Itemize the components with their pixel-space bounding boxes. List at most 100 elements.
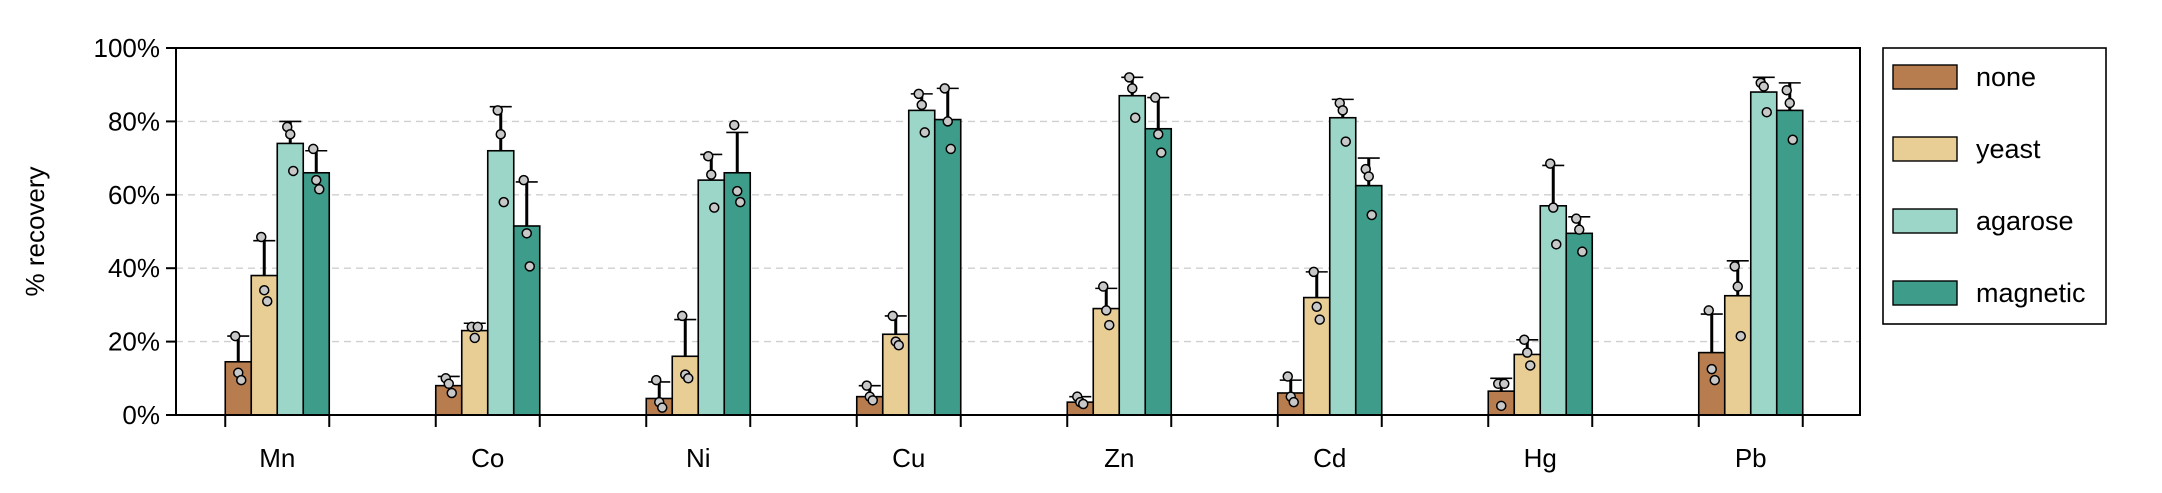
replicate-point: [706, 169, 717, 180]
replicate-point: [1098, 281, 1109, 292]
replicate-point: [1499, 378, 1510, 390]
bar-agarose: [907, 109, 936, 416]
replicate-point: [703, 151, 714, 162]
legend-swatch-yeast: [1892, 136, 1958, 162]
replicate-point: [657, 402, 668, 413]
x-tick-label: Pb: [1735, 443, 1767, 473]
replicate-point: [1153, 128, 1164, 140]
replicate-point: [472, 321, 483, 333]
y-axis: 0% 20% 40% 60% 80% 100%: [94, 33, 176, 430]
replicate-point: [942, 116, 953, 127]
replicate-point: [524, 261, 535, 272]
legend-label-magnetic: magnetic: [1976, 278, 2086, 308]
replicate-point: [1781, 84, 1792, 96]
x-tick-label: Cd: [1313, 443, 1346, 473]
replicate-point: [1571, 213, 1582, 224]
replicate-point: [861, 380, 872, 391]
replicate-point: [1551, 239, 1562, 250]
replicate-point: [1124, 72, 1135, 83]
bar-magnetic: [933, 118, 962, 416]
y-tick-label: 0%: [122, 400, 160, 430]
replicate-point: [1496, 400, 1507, 412]
replicate-point: [1548, 202, 1559, 213]
x-tick-label: Hg: [1524, 443, 1557, 473]
replicate-point: [913, 88, 924, 100]
y-tick-label: 40%: [108, 253, 160, 283]
gridlines: [176, 120, 1860, 343]
bar-agarose: [1539, 205, 1568, 416]
replicate-point: [1574, 224, 1585, 235]
replicate-point: [1706, 363, 1717, 375]
replicate-point: [259, 284, 270, 296]
replicate-point: [1761, 106, 1772, 118]
replicate-point: [311, 174, 322, 186]
replicate-point: [495, 128, 506, 140]
bar-magnetic: [1775, 109, 1804, 416]
replicate-point: [1130, 112, 1141, 123]
bars: [224, 91, 1804, 416]
replicate-point: [1366, 209, 1377, 221]
legend-label-yeast: yeast: [1976, 134, 2041, 164]
bar-magnetic: [1144, 127, 1173, 416]
x-tick-label: Mn: [259, 443, 295, 473]
bar-magnetic: [302, 171, 331, 416]
replicate-point: [729, 119, 740, 131]
replicate-point: [1729, 261, 1740, 272]
replicate-point: [893, 340, 904, 351]
replicate-point: [945, 143, 956, 155]
replicate-point: [1104, 319, 1115, 331]
replicate-point: [916, 99, 927, 111]
replicate-point: [443, 378, 454, 390]
legend-frame: [1882, 47, 2107, 325]
replicate-point: [1787, 134, 1798, 145]
replicate-point: [1127, 83, 1138, 94]
replicate-point: [1545, 158, 1556, 169]
replicate-point: [1525, 360, 1536, 371]
replicate-point: [1703, 305, 1714, 316]
replicate-point: [1709, 374, 1720, 386]
replicate-point: [230, 330, 241, 342]
bar-magnetic: [723, 171, 752, 416]
bar-yeast: [250, 274, 279, 416]
replicate-point: [651, 374, 662, 386]
bar-agarose: [1118, 94, 1147, 416]
replicate-point: [1078, 398, 1089, 410]
replicate-point: [498, 196, 509, 208]
replicate-point: [1308, 266, 1319, 278]
legend-swatch-agarose: [1892, 208, 1958, 234]
replicate-point: [867, 395, 878, 406]
replicate-point: [1314, 314, 1325, 325]
replicate-point: [709, 202, 720, 213]
replicate-point: [735, 196, 746, 208]
replicate-point: [1519, 334, 1530, 346]
replicate-points: [230, 72, 1798, 413]
replicate-point: [939, 83, 950, 94]
replicate-point: [1337, 105, 1348, 116]
bar-agarose: [1749, 91, 1778, 416]
legend-label-none: none: [1976, 62, 2036, 92]
plot-frame: [175, 47, 1861, 416]
replicate-point: [1311, 301, 1322, 312]
y-tick-label: 20%: [108, 327, 160, 357]
x-tick-label: Cu: [892, 443, 925, 473]
legend: none yeast agarose magnetic: [1882, 47, 2107, 325]
bar-agarose: [697, 179, 726, 416]
bar-yeast: [460, 329, 489, 416]
replicate-point: [677, 310, 688, 322]
y-axis-label: % recovery: [20, 166, 50, 296]
bar-magnetic: [512, 225, 541, 416]
bar-magnetic: [1565, 232, 1594, 416]
bar-yeast: [1302, 296, 1331, 416]
replicate-point: [1156, 147, 1167, 158]
replicate-point: [285, 128, 296, 140]
replicate-point: [1282, 371, 1293, 382]
bar-agarose: [486, 149, 515, 416]
bar-yeast: [1723, 294, 1752, 416]
legend-swatch-magnetic: [1892, 280, 1958, 306]
replicate-point: [1363, 171, 1374, 182]
x-axis: Mn Co Ni Cu Zn Cd Hg Pb: [224, 415, 1804, 473]
y-tick-label: 100%: [94, 33, 161, 63]
replicate-point: [288, 165, 299, 177]
y-tick-label: 80%: [108, 106, 160, 136]
